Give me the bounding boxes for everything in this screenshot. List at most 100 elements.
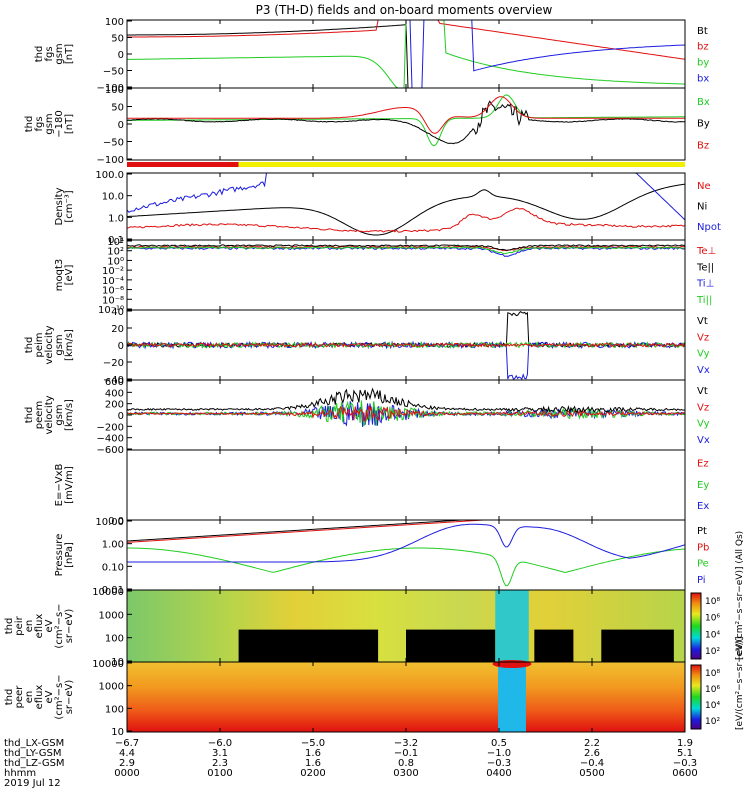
y-tick-label: 0.1: [108, 235, 124, 246]
cap-red: [492, 660, 532, 668]
colorbar-label: [eV/(cm²−s−sr−eV)]: [735, 637, 745, 731]
bz-line: [127, 96, 685, 134]
y-tick-label: −100: [97, 155, 124, 166]
y-tick-label: 10: [111, 727, 124, 738]
y-axis-label-line: moqt3: [54, 259, 65, 292]
panel-fgs: 100 50 0 −50 −100 thdfgsgsm[nT] Bt bz by bx: [34, 17, 709, 94]
xaxis-row-value: −6.7: [115, 738, 139, 749]
y-tick-label: 10⁻⁸: [102, 295, 124, 306]
low-count-region: [534, 629, 574, 662]
panel-frame: [126, 449, 686, 521]
legend-vt: Vt: [697, 316, 708, 327]
panel-peim_velocity: 40 20 0 −20 −40 thdpeimvelocitygsm[km/s] Vt Vz V…: [24, 307, 710, 386]
colorbar-tick-label: 10⁸: [705, 597, 720, 607]
legend-vy: Vy: [697, 419, 710, 430]
by-line: [127, 19, 686, 89]
legend-ey: Ey: [697, 480, 709, 491]
xaxis-row-value: 2.3: [212, 758, 228, 769]
y-axis-label-line: eV: [44, 619, 55, 632]
y-tick-label: 50: [111, 103, 124, 114]
y-axis-label-line: [eV]: [64, 265, 75, 286]
y-axis-label-line: [nT]: [64, 114, 75, 134]
y-axis-label-line: thd: [24, 337, 35, 354]
y-axis-label: thdfgsgsm[nT]: [34, 43, 75, 64]
panel-peer_spec: 10000 1000 100 10 thdpeerenefluxeV(cm²−s−sr−…: [4, 637, 745, 739]
xaxis-row-value: 0000: [114, 768, 139, 779]
colorbar-tick-label: 10⁶: [705, 685, 720, 695]
y-tick-label: 100: [105, 634, 124, 645]
xaxis-row-value: 3.1: [212, 748, 228, 759]
y-axis-label: Pressure[nPa]: [54, 534, 75, 577]
panel-frame: [126, 87, 686, 161]
legend-bx: Bx: [697, 97, 710, 108]
y-axis-label-line: [km/s]: [64, 399, 75, 431]
te-par-line: [126, 244, 686, 251]
y-tick-label: 10.00: [95, 517, 124, 528]
xaxis-row-value: 0300: [393, 768, 418, 779]
y-tick-label: 0: [118, 411, 124, 422]
xaxis-row-value: 1.6: [305, 748, 321, 759]
xaxis-row-value: 0.5: [491, 738, 507, 749]
pe-line: [127, 547, 686, 587]
legend-pt: Pt: [697, 526, 707, 537]
y-tick-label: 100: [105, 85, 124, 96]
orbit-bar-red: [127, 162, 239, 167]
y-axis-label-line: (cm²−s−: [54, 603, 65, 648]
y-tick-label: 10⁰: [107, 256, 124, 267]
colorbar-tick-label: 10⁴: [705, 701, 720, 711]
legend-vt: Vt: [697, 386, 708, 397]
y-tick-label: 400: [105, 388, 124, 399]
ne-line: [126, 207, 686, 233]
panel-density: 100.0 10.0 1.0 0.1 Density[cm⁻³] Ne Ni Npot: [54, 170, 721, 246]
xaxis-row-value: −0.3: [673, 758, 697, 769]
y-tick-label: 10.0: [102, 192, 124, 203]
orbit-bar-yellow: [238, 162, 685, 167]
y-axis-label-line: eflux: [34, 685, 45, 710]
panel-fgs_dsl: 100 50 0 −50 −100 thdfgsgsm−180[nT] Bx By Bz: [24, 85, 710, 167]
xaxis-row-value: −3.2: [394, 738, 418, 749]
y-axis-label: E=−VxB[mV/m]: [54, 464, 75, 507]
colorbar-tick-label: 10⁶: [705, 614, 720, 624]
magnetosheath-band: [495, 590, 529, 662]
legend-vx: Vx: [697, 435, 710, 446]
y-axis-label-line: thd: [24, 116, 35, 133]
colorbar-tick-label: 10⁴: [705, 630, 720, 640]
legend-te: Te⊥: [696, 246, 716, 257]
xaxis-row-value: 0200: [300, 768, 325, 779]
y-axis-label-line: peim: [34, 332, 45, 357]
xaxis-row-value: 4.4: [119, 748, 135, 759]
by-line: [126, 100, 686, 145]
legend-ti: Ti⊥: [696, 279, 714, 290]
y-axis-label: Density[cm⁻³]: [54, 187, 75, 225]
vy-line: [126, 340, 686, 349]
y-tick-label: −50: [103, 138, 124, 149]
y-tick-label: 10000: [92, 659, 124, 670]
y-axis-label-line: gsm: [54, 43, 65, 64]
y-axis-label-line: [mV/m]: [64, 466, 75, 504]
y-tick-label: 1.0: [108, 213, 124, 224]
spectrogram-background: [127, 662, 685, 732]
legend-pi: Pi: [697, 575, 706, 586]
panel-efield: 0.0 E=−VxB[mV/m] Ez Ey Ex: [54, 449, 709, 527]
y-axis-label-line: en: [24, 691, 35, 704]
y-tick-label: 10: [111, 657, 124, 668]
y-axis-label: thdpeirenefluxeV(cm²−s−sr−eV): [4, 603, 75, 648]
y-tick-label: 10⁻¹⁰: [98, 305, 124, 316]
legend-npot: Npot: [697, 222, 721, 233]
y-tick-label: 0.10: [102, 562, 124, 573]
y-axis-label-line: sr−eV): [64, 609, 75, 644]
xaxis-row-value: 1.9: [677, 738, 693, 749]
y-axis-label-line: gsm: [54, 334, 65, 355]
y-tick-label: 50: [111, 34, 124, 45]
xaxis-row-value: 5.1: [677, 748, 693, 759]
legend-ez: Ez: [697, 459, 709, 470]
npot-line: [126, 172, 686, 221]
legend-by: by: [697, 58, 709, 69]
y-tick-label: 10⁴: [107, 237, 124, 248]
y-tick-label: 0: [118, 50, 124, 61]
vx-line: [127, 401, 686, 427]
y-axis-label-line: [nT]: [64, 44, 75, 64]
